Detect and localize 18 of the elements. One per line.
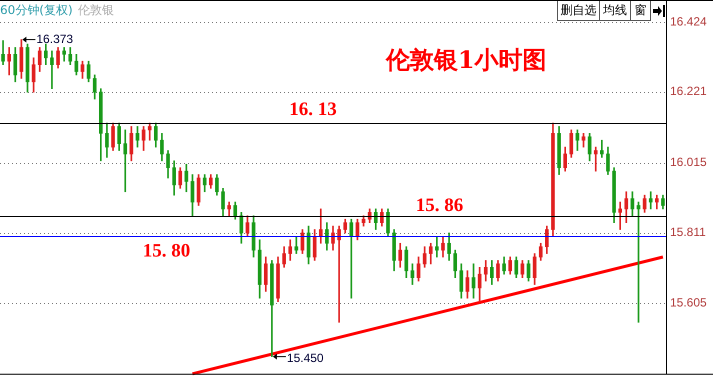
annotation: 16.373 bbox=[36, 32, 74, 46]
candlestick bbox=[50, 50, 54, 90]
y-tick-label: 15.811 bbox=[670, 224, 706, 239]
y-tick-label: 16.221 bbox=[670, 84, 708, 98]
annotation: 15.450 bbox=[286, 350, 324, 365]
y-tick-label: 16.424 bbox=[670, 14, 708, 28]
annotation: 15. 86 bbox=[416, 194, 464, 216]
annotation: 16. 13 bbox=[289, 99, 337, 120]
y-tick-label: 16.015 bbox=[670, 154, 708, 169]
candlestick bbox=[636, 202, 640, 323]
text: 删自选 bbox=[557, 1, 600, 21]
text: 伦敦银 bbox=[78, 2, 114, 19]
text: 窗 bbox=[630, 1, 651, 21]
annotation: 15. 80 bbox=[142, 240, 190, 262]
text: 伦敦银1小时图 bbox=[384, 45, 547, 74]
text: 60分钟(复权) bbox=[0, 2, 73, 19]
text: 均线 bbox=[599, 1, 631, 21]
y-tick-label: 15.605 bbox=[670, 296, 708, 310]
